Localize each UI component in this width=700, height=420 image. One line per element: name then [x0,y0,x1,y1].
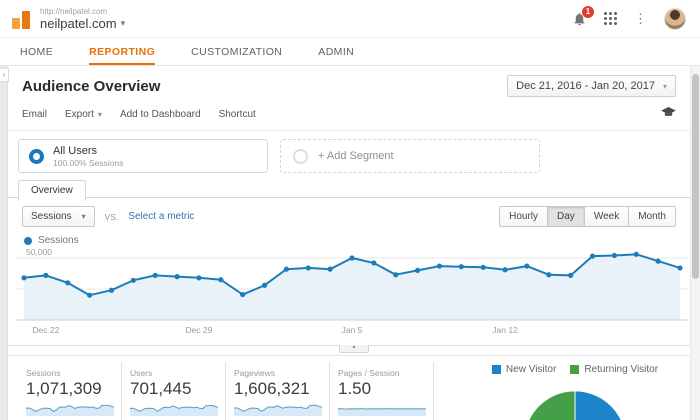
chevron-down-icon: ▾ [81,212,86,221]
tab-overview[interactable]: Overview [18,180,86,201]
chevron-down-icon: ▾ [662,81,667,91]
granularity-switcher: Hourly Day Week Month [499,206,676,227]
metric-value: 701,445 [130,379,192,398]
legend-label: Returning Visitor [584,364,659,375]
brand-block: http://neilpatel.com neilpatel.com ▾ [12,7,125,31]
legend-swatch [570,365,580,374]
grid-dots [604,12,617,25]
vertical-scrollbar[interactable] [690,66,700,420]
annotations-bar: ▾ [8,345,700,354]
metric-selector-value: Sessions [31,211,72,222]
avatar[interactable] [664,7,686,30]
vs-label: VS. [104,211,119,222]
segment-all-users[interactable]: All Users 100.00% Sessions [18,139,268,173]
metric-sparkline [129,404,219,416]
nav-item-admin[interactable]: ADMIN [318,45,355,58]
toolbar-export[interactable]: Export ▾ [65,108,102,120]
property-url: http://neilpatel.com [40,6,108,16]
report-toolbar: Email Export ▾ Add to Dashboard Shortcut [22,109,256,120]
chevron-down-icon: ▾ [97,109,102,119]
svg-text:Jan 5: Jan 5 [342,325,363,335]
legend-swatch [491,365,501,374]
logo-bar-tall [22,10,30,29]
metric-label: Pages / Session [338,368,400,378]
notification-badge: 1 [582,5,594,18]
more-options-icon[interactable]: ⋮ [634,10,647,26]
bell-glyph [574,12,585,25]
pie-legend-returning-visitor: Returning Visitor [570,364,658,375]
metric-sparkline [337,408,427,416]
metric-label: Sessions [26,368,61,378]
metric-sparkline [233,404,323,416]
analytics-logo-icon[interactable] [12,9,32,29]
intelligence-icon[interactable] [661,105,676,123]
annotations-pull-tab[interactable]: ▾ [339,345,369,353]
account-selector[interactable]: neilpatel.com ▾ [40,16,125,31]
metric-label: Pageviews [234,368,276,378]
metric-sparkline [25,404,115,416]
metric-value: 1,606,321 [234,379,310,398]
pie-legend: New Visitor Returning Visitor [450,364,700,375]
add-segment-button[interactable]: + Add Segment [280,139,540,173]
metric-pages-session[interactable]: Pages / Session 1.50 [330,362,434,420]
granularity-day[interactable]: Day [548,206,585,227]
toolbar-email[interactable]: Email [22,108,48,120]
metric-users[interactable]: Users 701,445 [122,362,226,420]
metric-label: Users [130,368,153,378]
select-metric-link[interactable]: Select a metric [128,211,195,222]
sidebar-collapsed-strip: › [0,66,9,420]
metric-pageviews[interactable]: Pageviews 1,606,321 [226,362,330,420]
nav-item-customization[interactable]: CUSTOMIZATION [191,45,283,58]
legend-label: New Visitor [505,364,557,375]
granularity-week[interactable]: Week [584,206,630,227]
svg-text:Dec 22: Dec 22 [32,325,59,335]
date-range-text: Dec 21, 2016 - Jan 20, 2017 [516,80,655,92]
visitor-type-pie-chart[interactable]: 59.2%40.7% [516,383,634,420]
add-segment-label: + Add Segment [318,150,394,162]
nav-item-reporting[interactable]: REPORTING [89,38,156,65]
metric-selector-dropdown[interactable]: Sessions ▾ [22,206,95,227]
pie-legend-new-visitor: New Visitor [491,364,557,375]
account-name: neilpatel.com [40,15,117,31]
overview-panel: Sessions ▾ VS. Select a metric Hourly Day… [8,197,700,354]
intelligence-glyph [661,107,676,116]
chevron-down-icon: ▾ [120,17,126,28]
primary-nav: HOME REPORTING CUSTOMIZATION ADMIN [0,38,700,66]
svg-text:Dec 29: Dec 29 [185,325,212,335]
svg-text:Jan 12: Jan 12 [492,325,518,335]
visitor-type-block: New Visitor Returning Visitor 59.2%40.7% [450,356,700,420]
sidebar-expand-button[interactable]: › [0,68,9,82]
metric-sessions[interactable]: Sessions 1,071,309 [18,362,122,420]
segment-circle-icon [29,148,44,164]
notifications-bell-icon[interactable]: 1 [572,5,594,27]
top-header: http://neilpatel.com neilpatel.com ▾ 1 ⋮ [0,0,700,38]
toolbar-add-to-dashboard[interactable]: Add to Dashboard [119,108,201,120]
scrollbar-thumb[interactable] [692,74,699,279]
toolbar-shortcut[interactable]: Shortcut [218,108,256,120]
date-range-selector[interactable]: Dec 21, 2016 - Jan 20, 2017 ▾ [507,75,676,97]
apps-grid-icon[interactable] [604,12,617,25]
granularity-month[interactable]: Month [629,206,676,227]
metric-value: 1,071,309 [26,379,102,398]
granularity-hourly[interactable]: Hourly [499,206,549,227]
nav-item-home[interactable]: HOME [20,45,54,58]
svg-text:50,000: 50,000 [26,248,52,257]
metrics-summary: Sessions 1,071,309 Users 701,445 Pageviews 1,… [8,356,450,420]
segment-circle-gray-icon [293,148,308,164]
sessions-legend-label: Sessions [38,235,79,246]
segment-title: All Users [53,144,98,157]
segment-subtitle: 100.00% Sessions [53,157,124,168]
metric-value: 1.50 [338,379,372,398]
logo-bar-short [12,17,20,29]
sessions-legend-dot [24,236,32,245]
page-title: Audience Overview [22,77,161,95]
